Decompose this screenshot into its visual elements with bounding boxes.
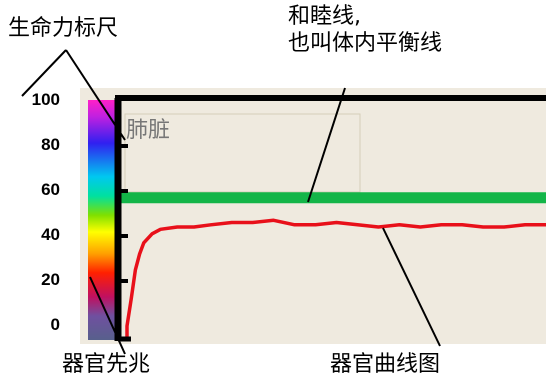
y-tick-label: 100 (31, 90, 60, 109)
y-tick-label: 0 (50, 315, 60, 334)
y-tick-label: 20 (41, 270, 60, 289)
chart-panel (80, 88, 546, 344)
pointer-organ-omen (89, 276, 126, 355)
y-tick-label: 40 (41, 225, 60, 244)
vitality-color-scale (88, 100, 116, 340)
pointer-harmony-line (307, 87, 346, 203)
y-tick-label: 80 (41, 135, 60, 154)
pointer-vitality-scale (65, 49, 126, 141)
organ-label-box (124, 113, 361, 193)
callout-vitality-scale: 生命力标尺 (8, 16, 119, 41)
organ-curve-line (125, 218, 546, 340)
callout-organ-omen: 器官先兆 (62, 352, 151, 377)
pointer-vitality-scale (21, 49, 67, 97)
pointer-organ-curve (382, 227, 441, 347)
callout-harmony-line-2: 也叫体内平衡线 (288, 31, 443, 56)
callout-harmony-line-1: 和睦线, (288, 4, 361, 29)
y-tick-label: 60 (41, 180, 60, 199)
y-tick-marks (118, 144, 128, 283)
callout-organ-curve: 器官曲线图 (330, 352, 441, 377)
organ-label: 肺脏 (126, 118, 171, 143)
